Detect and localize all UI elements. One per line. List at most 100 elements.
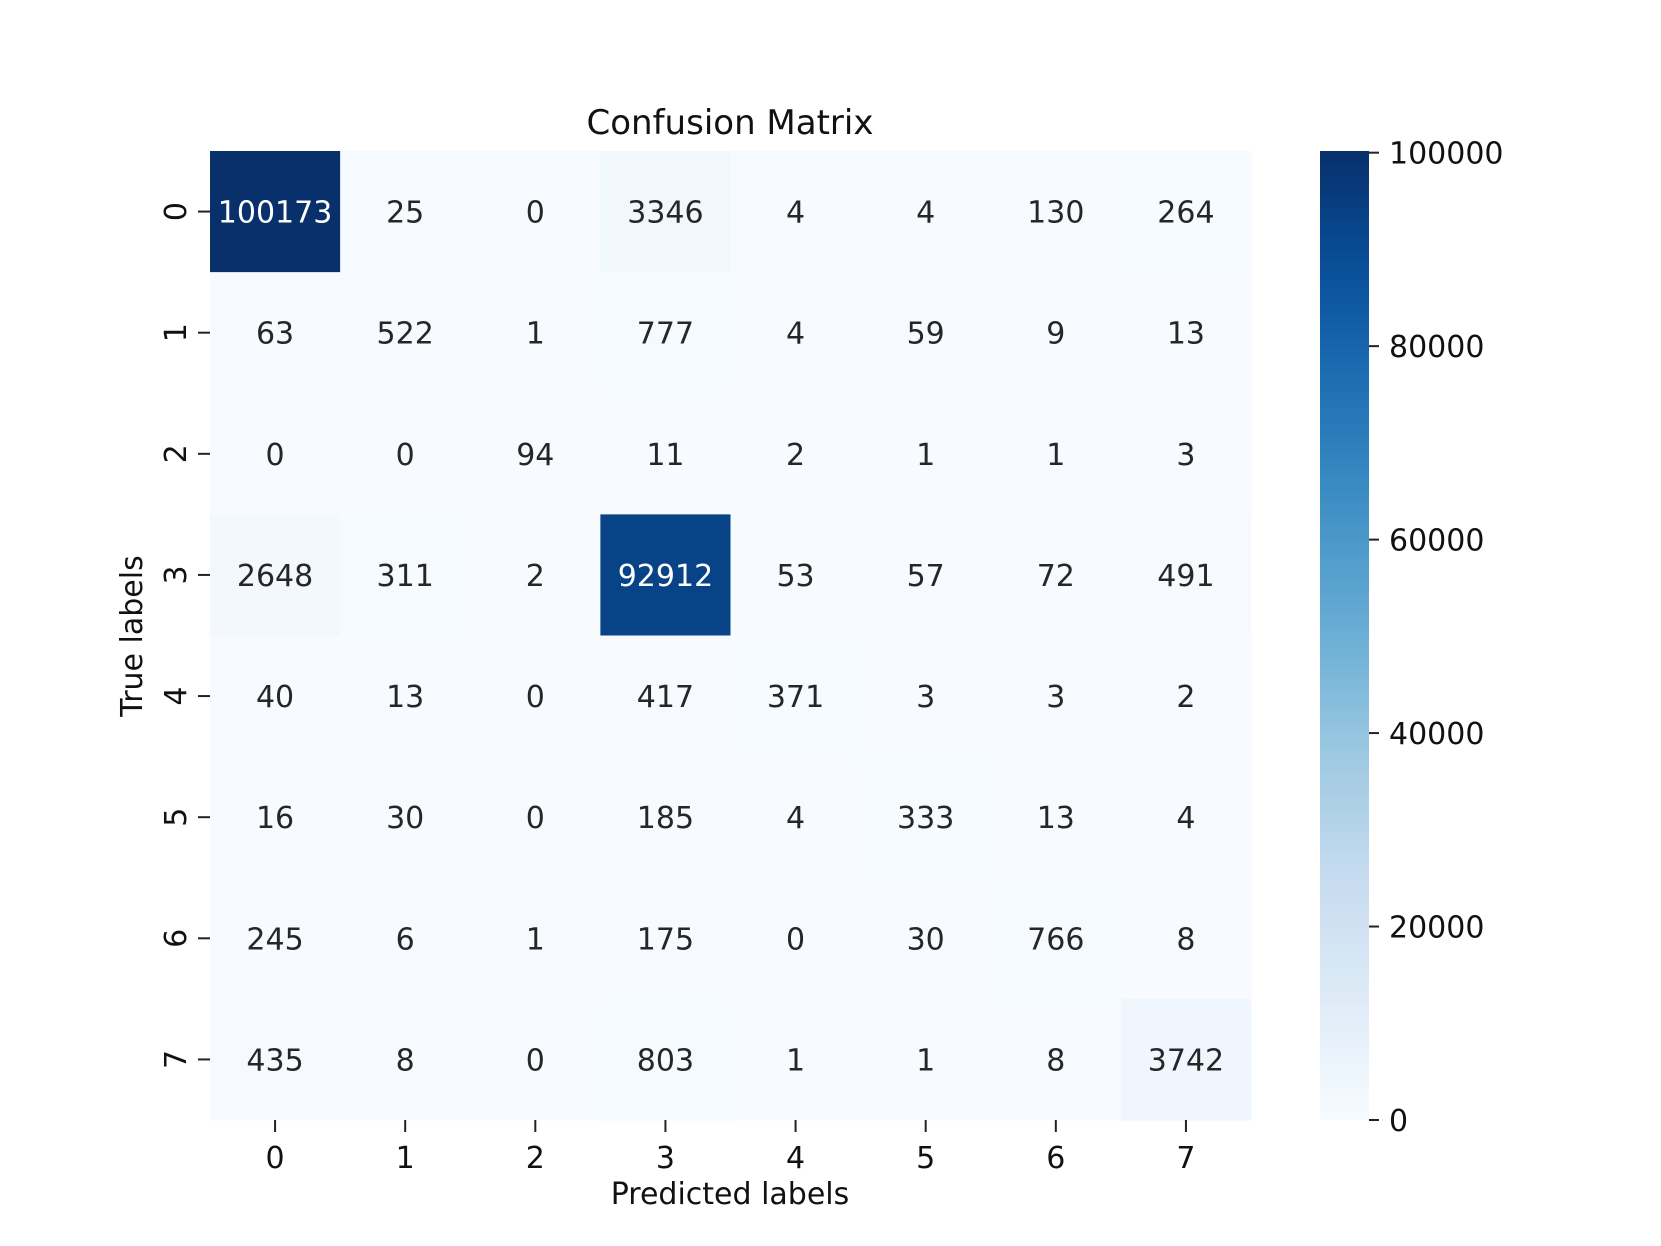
x-axis-label: Predicted labels	[611, 1177, 850, 1212]
cell-value-label-4-5: 3	[916, 680, 935, 715]
cell-value-label-7-1: 8	[396, 1043, 415, 1078]
cell-value-label-0-4: 4	[786, 196, 805, 231]
heatmap-cell-6-0	[210, 877, 341, 1000]
cell-value-label-7-6: 8	[1046, 1043, 1065, 1078]
cell-value-label-3-2: 2	[526, 559, 545, 594]
heatmap-cell-3-3	[600, 514, 732, 637]
heatmap-cell-6-6	[990, 877, 1122, 1000]
heatmap-cell-5-7	[1120, 756, 1252, 879]
x-tick-label-5: 5	[916, 1141, 935, 1176]
heatmap-cell-6-5	[860, 877, 992, 1000]
heatmap-cell-7-7	[1120, 998, 1252, 1121]
cell-value-label-2-2: 94	[516, 438, 554, 473]
y-tick-label-1: 1	[159, 323, 194, 342]
heatmap-cell-5-1	[340, 756, 471, 879]
cell-value-label-1-5: 59	[907, 317, 945, 352]
cell-value-label-6-2: 1	[526, 922, 545, 957]
heatmap-cell-7-2	[470, 998, 601, 1121]
heatmap-cell-0-7	[1120, 151, 1252, 273]
heatmap-cell-4-5	[860, 635, 992, 758]
heatmap-cell-7-6	[990, 998, 1122, 1121]
cell-value-label-4-3: 417	[637, 680, 694, 715]
cell-value-label-4-7: 2	[1176, 680, 1195, 715]
cell-value-label-1-4: 4	[786, 317, 805, 352]
heatmap-cell-3-6	[990, 514, 1122, 637]
heatmap-cell-0-5	[860, 151, 992, 273]
cell-value-label-3-0: 2648	[237, 559, 313, 594]
cell-value-label-2-4: 2	[786, 438, 805, 473]
cell-value-label-3-7: 491	[1157, 559, 1214, 594]
cell-value-label-1-3: 777	[637, 317, 694, 352]
heatmap-cell-1-5	[860, 272, 992, 394]
cell-value-label-5-7: 4	[1176, 801, 1195, 836]
y-tick-label-3: 3	[159, 565, 194, 584]
heatmap-cell-2-4	[730, 393, 862, 515]
heatmap-cell-7-3	[600, 998, 732, 1121]
heatmap-cell-2-0	[210, 393, 341, 515]
heatmap-cell-1-3	[600, 272, 732, 394]
cell-value-label-1-1: 522	[377, 317, 434, 352]
heatmap-cell-7-0	[210, 998, 341, 1121]
cell-value-label-1-2: 1	[526, 317, 545, 352]
x-axis-ticks: 0 1 2 3 4 5 6 7	[266, 1120, 1195, 1176]
heatmap-cell-3-4	[730, 514, 862, 637]
cell-value-label-0-1: 25	[386, 196, 424, 231]
cell-value-label-3-4: 53	[776, 559, 814, 594]
cell-value-label-5-6: 13	[1037, 801, 1075, 836]
heatmap-cell-3-1	[340, 514, 471, 637]
heatmap-cell-4-4	[730, 635, 862, 758]
cell-value-label-7-5: 1	[916, 1043, 935, 1078]
cell-value-label-4-1: 13	[386, 680, 424, 715]
heatmap-cell-4-0	[210, 635, 341, 758]
cell-value-label-3-6: 72	[1037, 559, 1075, 594]
x-tick-label-4: 4	[786, 1141, 805, 1176]
heatmap-cell-0-3	[600, 151, 732, 273]
heatmap-cell-2-6	[990, 393, 1122, 515]
heatmap-cell-6-4	[730, 877, 862, 1000]
heatmap-cell-6-7	[1120, 877, 1252, 1000]
colorbar-tick-label-1: 20000	[1389, 911, 1484, 946]
heatmap-cell-7-5	[860, 998, 992, 1121]
heatmap-cell-3-5	[860, 514, 992, 637]
colorbar-tick-label-4: 80000	[1389, 330, 1484, 365]
cell-value-label-5-5: 333	[897, 801, 954, 836]
y-tick-label-5: 5	[159, 808, 194, 827]
heatmap-cell-3-0	[210, 514, 341, 637]
heatmap-cell-1-6	[990, 272, 1122, 394]
cell-value-label-5-4: 4	[786, 801, 805, 836]
heatmap-cell-0-0	[210, 151, 341, 273]
heatmap-cell-2-2	[470, 393, 601, 515]
heatmap-cell-6-2	[470, 877, 601, 1000]
y-tick-label-0: 0	[159, 202, 194, 221]
cell-value-label-7-3: 803	[637, 1043, 694, 1078]
heatmap-cell-5-5	[860, 756, 992, 879]
y-tick-label-6: 6	[159, 929, 194, 948]
cell-value-label-4-6: 3	[1046, 680, 1065, 715]
cell-value-label-5-2: 0	[526, 801, 545, 836]
cell-value-label-4-4: 371	[767, 680, 824, 715]
heatmap-cell-4-2	[470, 635, 601, 758]
heatmap-cell-2-3	[600, 393, 732, 515]
cell-value-label-0-7: 264	[1157, 196, 1214, 231]
cell-value-label-6-1: 6	[396, 922, 415, 957]
cell-value-label-5-1: 30	[386, 801, 424, 836]
cell-value-label-6-7: 8	[1176, 922, 1195, 957]
cell-value-label-0-6: 130	[1027, 196, 1084, 231]
heatmap-cell-4-3	[600, 635, 732, 758]
cell-value-label-2-1: 0	[396, 438, 415, 473]
cell-value-label-2-5: 1	[916, 438, 935, 473]
cell-value-label-2-6: 1	[1046, 438, 1065, 473]
heatmap-cell-1-2	[470, 272, 601, 394]
cell-value-label-1-6: 9	[1046, 317, 1065, 352]
cell-value-label-4-2: 0	[526, 680, 545, 715]
cell-value-label-5-0: 16	[256, 801, 294, 836]
colorbar-gradient	[1320, 151, 1369, 1120]
heatmap-cell-7-1	[340, 998, 471, 1121]
heatmap-cell-5-6	[990, 756, 1122, 879]
cell-value-label-6-0: 245	[246, 922, 303, 957]
heatmap-cell-6-1	[340, 877, 471, 1000]
cell-value-label-7-2: 0	[526, 1043, 545, 1078]
heatmap-cell-4-7	[1120, 635, 1252, 758]
chart-title: Confusion Matrix	[587, 103, 874, 143]
